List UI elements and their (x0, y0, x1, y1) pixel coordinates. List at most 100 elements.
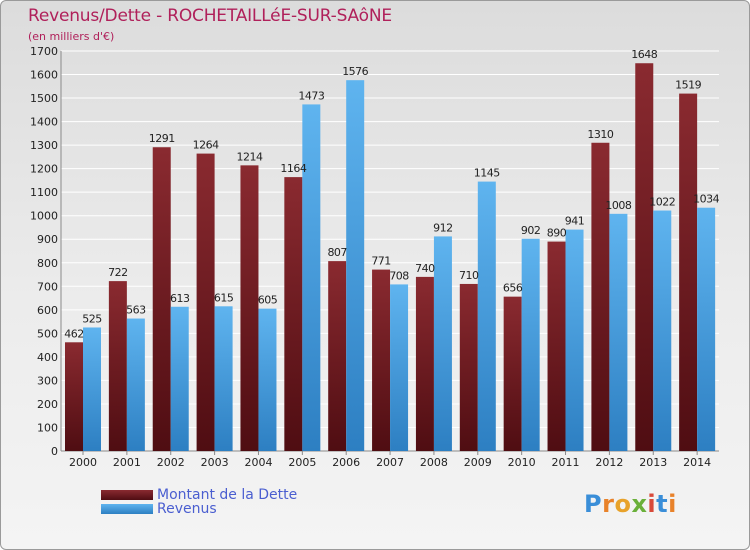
data-label-dette-2006: 807 (327, 246, 347, 259)
legend-label-revenus: Revenus (157, 501, 217, 517)
y-tick-label: 0 (51, 445, 58, 458)
y-tick-label: 1500 (30, 92, 58, 105)
data-label-revenus-2003: 615 (214, 291, 234, 304)
bar-revenus-2000 (83, 327, 101, 451)
bar-revenus-2014 (697, 207, 716, 451)
data-label-dette-2013: 1648 (631, 48, 657, 61)
x-tick-label-2005: 2005 (288, 456, 316, 469)
data-label-revenus-2005: 1473 (298, 89, 324, 102)
bar-revenus-2002 (170, 306, 189, 451)
bar-revenus-2010 (521, 238, 540, 451)
bar-dette-2006 (328, 261, 347, 451)
bar-dette-2000 (65, 342, 83, 451)
y-tick-label: 200 (37, 398, 58, 411)
bar-revenus-2003 (214, 306, 233, 451)
bar-revenus-2006 (346, 80, 365, 452)
data-label-revenus-2006: 1576 (342, 65, 368, 78)
bar-revenus-2011 (565, 229, 584, 451)
data-label-revenus-2007: 708 (389, 269, 409, 282)
bar-dette-2008 (415, 276, 434, 451)
bar-revenus-2005 (302, 104, 321, 451)
y-tick-label: 700 (37, 280, 58, 293)
data-label-revenus-2001: 563 (126, 304, 146, 317)
data-label-revenus-2002: 613 (170, 292, 190, 305)
x-tick-label-2000: 2000 (69, 456, 97, 469)
data-label-revenus-2011: 941 (565, 215, 585, 228)
x-tick-label-2010: 2010 (508, 456, 536, 469)
legend-item-revenus: Revenus (101, 501, 217, 517)
data-label-revenus-2012: 1008 (605, 199, 631, 212)
x-axis-ticks: 2000 2001 2002 2003 2004 2005 2006 2007 2008 2009… (69, 451, 711, 469)
data-label-dette-2005: 1164 (280, 162, 306, 175)
data-label-dette-2008: 740 (415, 262, 435, 275)
data-label-revenus-2010: 902 (521, 224, 541, 237)
legend-swatch-revenus (101, 504, 153, 514)
proxiti-logo: Proxiti (584, 490, 677, 518)
x-tick-label-2002: 2002 (157, 456, 185, 469)
data-label-dette-2014: 1519 (675, 79, 701, 92)
bar-dette-2007 (372, 269, 391, 451)
bar-revenus-2001 (126, 318, 145, 451)
chart-subtitle: (en milliers d'€) (28, 30, 115, 43)
data-label-dette-2011: 890 (547, 227, 567, 240)
y-tick-label: 300 (37, 374, 58, 387)
y-tick-label: 1000 (30, 210, 58, 223)
data-label-dette-2002: 1291 (149, 132, 175, 145)
data-label-dette-2000: 462 (64, 327, 84, 340)
data-label-revenus-2008: 912 (433, 221, 453, 234)
x-tick-label-2006: 2006 (332, 456, 360, 469)
data-label-dette-2003: 1264 (193, 139, 219, 152)
x-tick-label-2003: 2003 (201, 456, 229, 469)
bar-dette-2012 (591, 142, 610, 451)
y-tick-label: 1100 (30, 186, 58, 199)
legend-item-debt: Montant de la Dette (101, 487, 298, 503)
bar-revenus-2004 (258, 308, 277, 451)
y-tick-label: 1400 (30, 116, 58, 129)
data-label-revenus-2013: 1022 (649, 196, 675, 209)
data-label-dette-2010: 656 (503, 282, 523, 295)
bar-revenus-2012 (609, 213, 628, 451)
bar-dette-2010 (503, 296, 522, 451)
y-tick-label: 600 (37, 304, 58, 317)
y-tick-label: 1300 (30, 139, 58, 152)
bar-dette-2002 (152, 147, 171, 451)
y-tick-label: 100 (37, 421, 58, 434)
data-label-revenus-2009: 1145 (474, 167, 500, 180)
bar-dette-2014 (679, 93, 698, 452)
x-tick-label-2012: 2012 (595, 456, 623, 469)
y-tick-label: 400 (37, 351, 58, 364)
bar-dette-2003 (196, 153, 215, 451)
y-tick-label: 800 (37, 257, 58, 270)
data-label-dette-2007: 771 (371, 255, 391, 268)
x-tick-label-2014: 2014 (683, 456, 711, 469)
bar-revenus-2009 (477, 181, 496, 451)
bar-revenus-2013 (653, 210, 672, 451)
x-tick-label-2013: 2013 (639, 456, 667, 469)
data-label-dette-2004: 1214 (236, 150, 262, 163)
x-tick-label-2008: 2008 (420, 456, 448, 469)
bars (65, 63, 716, 452)
chart-title: Revenus/Dette - ROCHETAILLéE-SUR-SAôNE (28, 6, 392, 26)
y-tick-label: 500 (37, 327, 58, 340)
legend-label-debt: Montant de la Dette (157, 487, 298, 503)
bar-revenus-2007 (390, 284, 409, 451)
bar-dette-2004 (240, 165, 259, 451)
legend-swatch-debt (101, 490, 153, 500)
data-labels: 462 525 722 563 1291 613 1264 615 1214 605 1164 147… (64, 48, 720, 340)
data-label-revenus-2004: 605 (258, 294, 278, 307)
x-tick-label-2007: 2007 (376, 456, 404, 469)
data-label-revenus-2000: 525 (82, 312, 102, 325)
data-label-dette-2001: 722 (108, 266, 128, 279)
y-axis-ticks: 0 100 200 300 400 500 600 700 800 900 1000 1100 1200… (30, 45, 58, 458)
data-label-revenus-2014: 1034 (693, 193, 719, 206)
y-tick-label: 1600 (30, 69, 58, 82)
x-tick-label-2009: 2009 (464, 456, 492, 469)
y-tick-label: 1700 (30, 45, 58, 58)
y-tick-label: 900 (37, 233, 58, 246)
bar-dette-2005 (284, 177, 303, 451)
data-label-dette-2009: 710 (459, 269, 479, 282)
y-tick-label: 1200 (30, 163, 58, 176)
bar-dette-2001 (108, 281, 127, 451)
